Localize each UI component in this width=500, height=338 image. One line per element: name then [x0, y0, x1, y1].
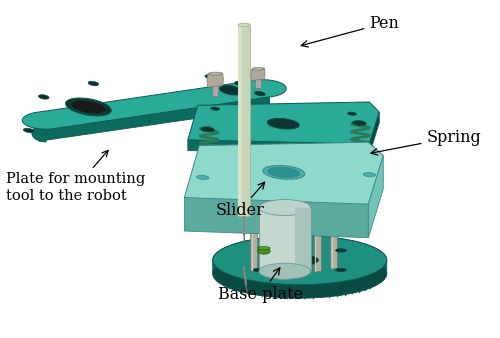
Polygon shape — [22, 80, 286, 129]
Polygon shape — [238, 25, 242, 216]
Ellipse shape — [258, 248, 270, 254]
Ellipse shape — [70, 100, 106, 114]
Polygon shape — [259, 208, 310, 271]
Ellipse shape — [88, 81, 99, 86]
Text: Spring: Spring — [371, 129, 482, 155]
Polygon shape — [188, 140, 370, 154]
Ellipse shape — [336, 268, 346, 272]
Polygon shape — [250, 176, 258, 270]
Ellipse shape — [24, 128, 34, 132]
Ellipse shape — [208, 72, 222, 75]
Text: Base plate: Base plate — [218, 268, 303, 303]
Polygon shape — [39, 95, 270, 141]
Ellipse shape — [268, 167, 300, 177]
Ellipse shape — [281, 255, 318, 266]
Ellipse shape — [220, 86, 242, 95]
Ellipse shape — [238, 23, 250, 26]
Ellipse shape — [235, 81, 246, 86]
Ellipse shape — [259, 263, 310, 279]
Ellipse shape — [363, 173, 376, 177]
Ellipse shape — [212, 236, 386, 285]
Ellipse shape — [336, 249, 346, 252]
Polygon shape — [188, 102, 380, 147]
Polygon shape — [255, 69, 260, 88]
Polygon shape — [370, 112, 380, 154]
Ellipse shape — [255, 69, 260, 70]
Polygon shape — [207, 73, 224, 87]
Ellipse shape — [212, 236, 386, 285]
Polygon shape — [184, 197, 368, 238]
Ellipse shape — [66, 98, 112, 116]
Ellipse shape — [348, 112, 356, 115]
Ellipse shape — [205, 75, 216, 79]
Ellipse shape — [196, 175, 209, 179]
Polygon shape — [314, 177, 320, 271]
Ellipse shape — [201, 127, 214, 132]
Ellipse shape — [211, 107, 220, 110]
Polygon shape — [368, 155, 384, 238]
Polygon shape — [212, 260, 386, 298]
Ellipse shape — [212, 249, 386, 298]
Ellipse shape — [252, 68, 264, 70]
Text: Slider: Slider — [215, 182, 264, 219]
Text: Pen: Pen — [302, 15, 399, 47]
Polygon shape — [251, 68, 265, 80]
Ellipse shape — [260, 247, 270, 250]
Ellipse shape — [259, 199, 310, 216]
Ellipse shape — [212, 73, 218, 75]
Ellipse shape — [268, 118, 300, 129]
Polygon shape — [238, 25, 250, 216]
Ellipse shape — [263, 165, 305, 179]
Ellipse shape — [253, 268, 264, 272]
Polygon shape — [32, 112, 46, 142]
Ellipse shape — [254, 91, 265, 96]
Ellipse shape — [258, 247, 270, 250]
Ellipse shape — [38, 95, 49, 99]
Polygon shape — [212, 74, 218, 96]
Text: Plate for mounting
tool to the robot: Plate for mounting tool to the robot — [6, 150, 145, 202]
Polygon shape — [330, 176, 337, 268]
Polygon shape — [295, 208, 310, 271]
Ellipse shape — [352, 121, 366, 125]
Polygon shape — [184, 142, 384, 208]
